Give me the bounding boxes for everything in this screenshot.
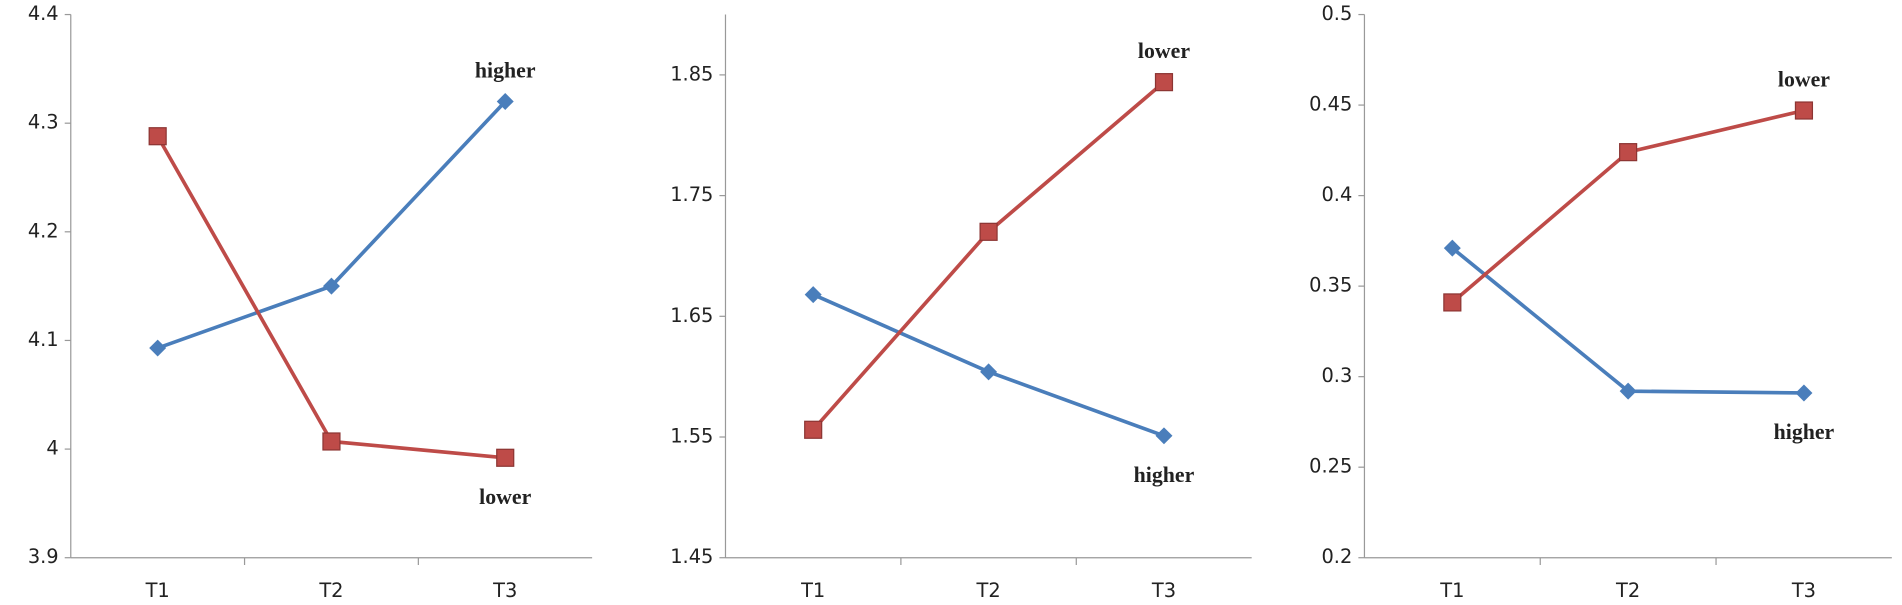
y-tick-label: 0.35 bbox=[1309, 274, 1352, 297]
x-tick-label: T3 bbox=[1791, 579, 1816, 602]
marker bbox=[322, 277, 340, 295]
marker bbox=[1794, 101, 1814, 120]
y-tick-label: 1.75 bbox=[670, 183, 713, 206]
y-tick-label: 4.3 bbox=[28, 111, 59, 134]
x-tick-label: T3 bbox=[492, 579, 517, 602]
y-tick-label: 1.85 bbox=[670, 62, 713, 85]
series-label: higher bbox=[1774, 420, 1835, 444]
marker bbox=[804, 286, 822, 304]
y-tick-label: 0.3 bbox=[1321, 364, 1352, 387]
marker bbox=[980, 363, 998, 381]
y-tick-label: 0.25 bbox=[1309, 455, 1352, 478]
series-line bbox=[1451, 108, 1805, 304]
series-label: higher bbox=[1134, 463, 1195, 487]
marker bbox=[148, 127, 167, 146]
y-tick-label: 4.4 bbox=[28, 2, 59, 25]
x-tick-label: T2 bbox=[318, 579, 343, 602]
marker bbox=[322, 432, 341, 451]
x-tick-label: T3 bbox=[1151, 579, 1176, 602]
y-tick-label: 4.2 bbox=[28, 219, 59, 242]
marker bbox=[804, 420, 823, 439]
series-label: higher bbox=[475, 58, 536, 82]
x-tick-label: T2 bbox=[1615, 579, 1640, 602]
marker bbox=[496, 448, 515, 467]
y-tick-label: 0.5 bbox=[1321, 2, 1352, 25]
series-line bbox=[156, 135, 506, 460]
marker bbox=[1795, 384, 1813, 402]
y-tick-label: 0.4 bbox=[1321, 183, 1352, 206]
marker bbox=[496, 92, 514, 110]
y-tick-label: 1.55 bbox=[670, 425, 713, 448]
y-tick-label: 4.1 bbox=[28, 328, 59, 351]
y-tick-label: 0.2 bbox=[1321, 545, 1352, 568]
marker bbox=[979, 222, 998, 241]
marker bbox=[1443, 293, 1462, 312]
y-tick-label: 1.45 bbox=[670, 545, 713, 568]
marker bbox=[149, 339, 167, 357]
series-label: lower bbox=[479, 485, 531, 509]
y-tick-label: 4 bbox=[46, 437, 58, 460]
y-tick-label: 0.45 bbox=[1309, 93, 1352, 116]
x-tick-label: T1 bbox=[145, 579, 170, 602]
series-line bbox=[1451, 246, 1804, 395]
marker bbox=[1155, 427, 1173, 445]
x-tick-label: T2 bbox=[975, 579, 1000, 602]
y-tick-label: 1.65 bbox=[670, 304, 713, 327]
marker bbox=[1154, 73, 1174, 92]
x-tick-label: T1 bbox=[800, 579, 825, 602]
y-tick-label: 3.9 bbox=[28, 545, 59, 568]
series-label: lower bbox=[1778, 67, 1830, 91]
marker bbox=[1443, 239, 1461, 257]
x-tick-label: T1 bbox=[1439, 579, 1464, 602]
marker bbox=[1619, 143, 1638, 162]
series-label: lower bbox=[1138, 39, 1190, 63]
